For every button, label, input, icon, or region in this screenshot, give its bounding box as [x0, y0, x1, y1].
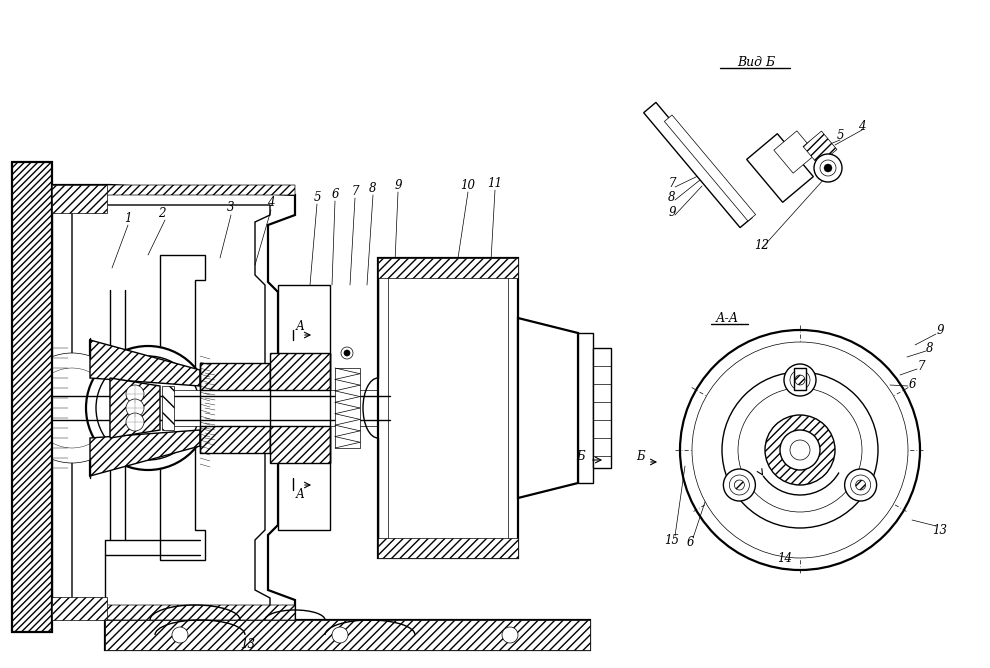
Text: 7: 7 — [918, 359, 925, 373]
Bar — [794, 368, 806, 390]
Circle shape — [844, 469, 876, 501]
Circle shape — [680, 330, 920, 570]
Bar — [388, 268, 508, 548]
Text: 6: 6 — [686, 536, 694, 548]
Text: 9: 9 — [394, 178, 402, 192]
Text: 10: 10 — [460, 178, 475, 192]
Text: 7: 7 — [351, 184, 358, 198]
Circle shape — [850, 475, 870, 495]
Polygon shape — [270, 426, 330, 463]
Polygon shape — [12, 162, 52, 632]
Polygon shape — [200, 363, 270, 390]
Polygon shape — [72, 205, 270, 610]
Circle shape — [724, 469, 755, 501]
Polygon shape — [270, 353, 330, 390]
Polygon shape — [90, 340, 200, 386]
Bar — [378, 258, 518, 278]
Text: 6: 6 — [908, 377, 916, 391]
Circle shape — [96, 356, 200, 460]
Bar — [335, 368, 360, 448]
Polygon shape — [803, 131, 837, 165]
Bar — [52, 185, 107, 213]
Circle shape — [502, 627, 518, 643]
Text: 14: 14 — [777, 552, 793, 564]
Polygon shape — [52, 185, 295, 200]
Text: А: А — [296, 319, 305, 333]
Polygon shape — [168, 390, 390, 426]
Circle shape — [765, 415, 835, 485]
Polygon shape — [52, 605, 295, 620]
Polygon shape — [110, 378, 160, 438]
Circle shape — [341, 347, 353, 359]
Text: 3: 3 — [228, 200, 235, 214]
Circle shape — [735, 480, 744, 490]
Text: 9: 9 — [668, 206, 676, 218]
Circle shape — [738, 388, 862, 512]
Text: 2: 2 — [158, 206, 165, 220]
Bar — [378, 538, 518, 558]
Text: 6: 6 — [332, 188, 339, 200]
Text: 9: 9 — [937, 323, 943, 337]
Circle shape — [820, 160, 836, 176]
Text: А-А: А-А — [716, 311, 739, 325]
Polygon shape — [518, 318, 578, 498]
Text: 8: 8 — [668, 190, 676, 204]
Polygon shape — [52, 185, 295, 620]
Circle shape — [86, 346, 210, 470]
Circle shape — [730, 475, 749, 495]
Text: Б: Б — [636, 450, 644, 462]
Polygon shape — [644, 102, 752, 228]
Text: 11: 11 — [487, 176, 503, 190]
Circle shape — [790, 370, 810, 390]
Circle shape — [126, 413, 144, 431]
Circle shape — [795, 375, 805, 385]
Text: 4: 4 — [267, 196, 275, 208]
Bar — [52, 597, 107, 620]
Text: 7: 7 — [668, 176, 676, 190]
Circle shape — [126, 385, 144, 403]
Text: 5: 5 — [837, 128, 843, 142]
Bar — [378, 258, 518, 558]
Text: 4: 4 — [858, 120, 865, 132]
Circle shape — [784, 364, 816, 396]
Text: 8: 8 — [369, 182, 377, 194]
Text: 15: 15 — [664, 534, 679, 546]
Polygon shape — [278, 285, 330, 530]
Polygon shape — [86, 400, 96, 416]
Polygon shape — [200, 426, 270, 453]
Circle shape — [722, 372, 878, 528]
Polygon shape — [105, 620, 590, 650]
Polygon shape — [90, 430, 200, 476]
Polygon shape — [774, 131, 816, 173]
Circle shape — [814, 154, 842, 182]
Text: 1: 1 — [125, 212, 132, 224]
Circle shape — [790, 440, 810, 460]
Polygon shape — [746, 134, 814, 202]
Bar — [593, 348, 611, 468]
Circle shape — [172, 627, 188, 643]
Circle shape — [17, 353, 127, 463]
Circle shape — [692, 342, 908, 558]
Bar — [105, 620, 590, 650]
Circle shape — [824, 164, 832, 172]
Circle shape — [344, 350, 350, 356]
Bar — [578, 333, 593, 483]
Circle shape — [32, 368, 112, 448]
Text: Б: Б — [576, 450, 584, 462]
Text: 12: 12 — [754, 238, 769, 251]
Text: А: А — [296, 488, 305, 500]
Bar — [162, 386, 174, 430]
Circle shape — [780, 430, 820, 470]
Text: 13: 13 — [933, 524, 947, 536]
Polygon shape — [664, 115, 755, 221]
Text: 13: 13 — [241, 639, 255, 651]
Circle shape — [855, 480, 865, 490]
Text: 5: 5 — [313, 190, 321, 204]
Polygon shape — [160, 255, 205, 560]
Text: Вид Б: Вид Б — [737, 55, 775, 69]
Text: 8: 8 — [927, 341, 934, 355]
Circle shape — [332, 627, 348, 643]
Circle shape — [126, 399, 144, 417]
